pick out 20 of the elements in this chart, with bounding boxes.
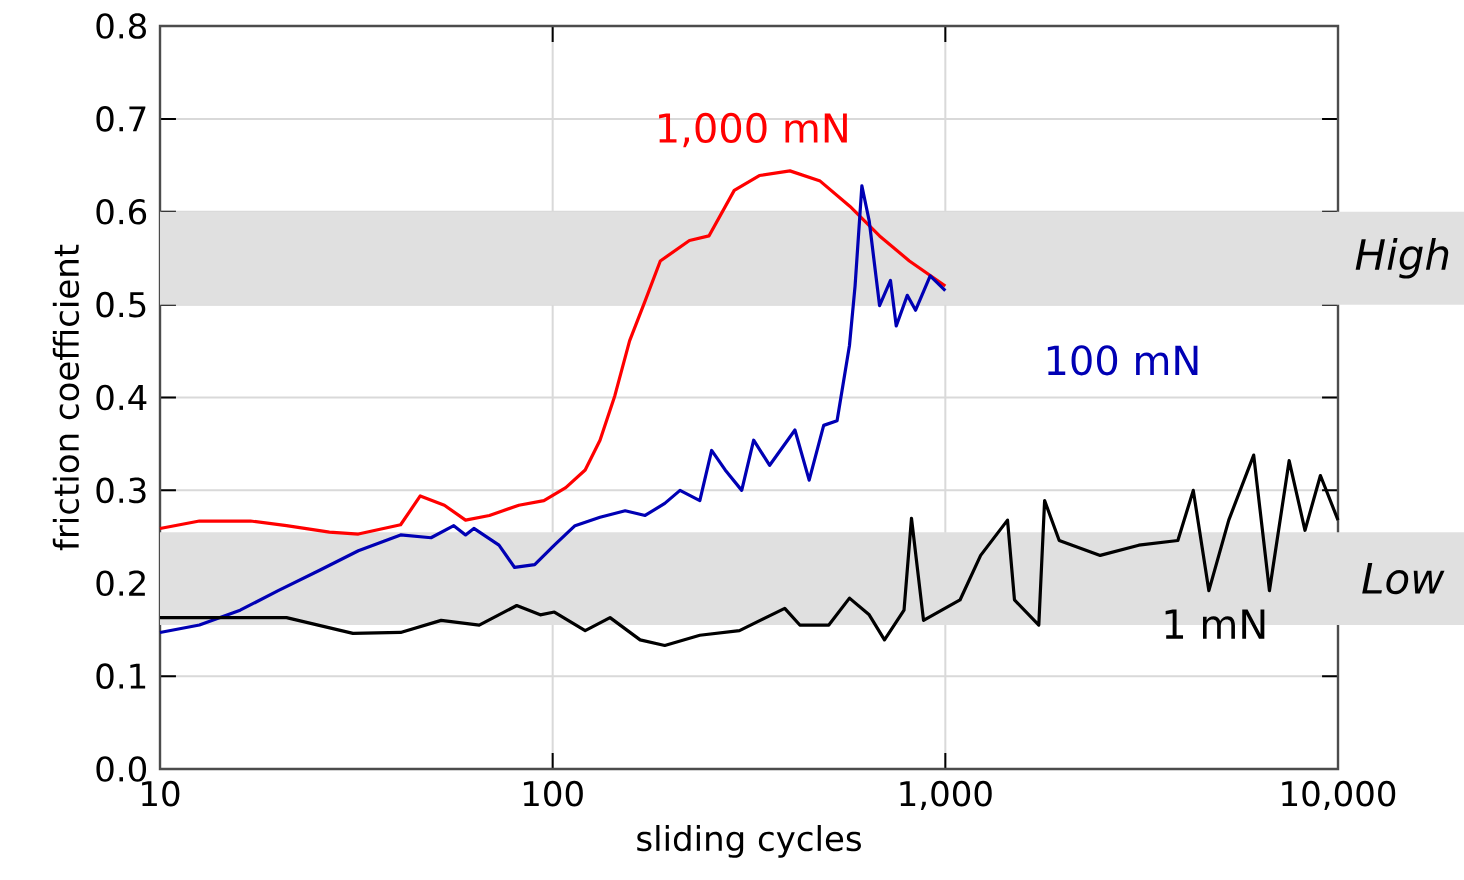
y-tick-label: 0.7 bbox=[96, 106, 146, 132]
band-label: High bbox=[1355, 237, 1449, 279]
y-tick-label: 0.8 bbox=[96, 13, 146, 39]
band-label: Low bbox=[1362, 563, 1445, 595]
series-label: 1,000 mN bbox=[659, 112, 847, 148]
x-axis-title: sliding cycles bbox=[637, 824, 861, 858]
y-tick-label: 0.4 bbox=[96, 384, 147, 411]
y-tick-label: 0.0 bbox=[96, 756, 147, 782]
series-label: 1 mN bbox=[1165, 609, 1265, 639]
x-tick-label: 1,000 bbox=[900, 780, 992, 810]
y-tick-label: 0.1 bbox=[96, 663, 146, 689]
x-tick-label: 10 bbox=[142, 780, 180, 807]
x-tick-label: 100 bbox=[523, 780, 583, 807]
y-tick-label: 0.2 bbox=[96, 570, 145, 597]
text: 100 mN bbox=[1047, 345, 1198, 376]
y-axis-title: friction coefficient bbox=[52, 244, 80, 551]
y-tick-label: 0.6 bbox=[96, 198, 147, 225]
y-tick-label: 0.5 bbox=[96, 291, 146, 318]
x-tick-label: 10,000 bbox=[1282, 780, 1396, 810]
y-tick-label: 0.3 bbox=[96, 477, 146, 504]
